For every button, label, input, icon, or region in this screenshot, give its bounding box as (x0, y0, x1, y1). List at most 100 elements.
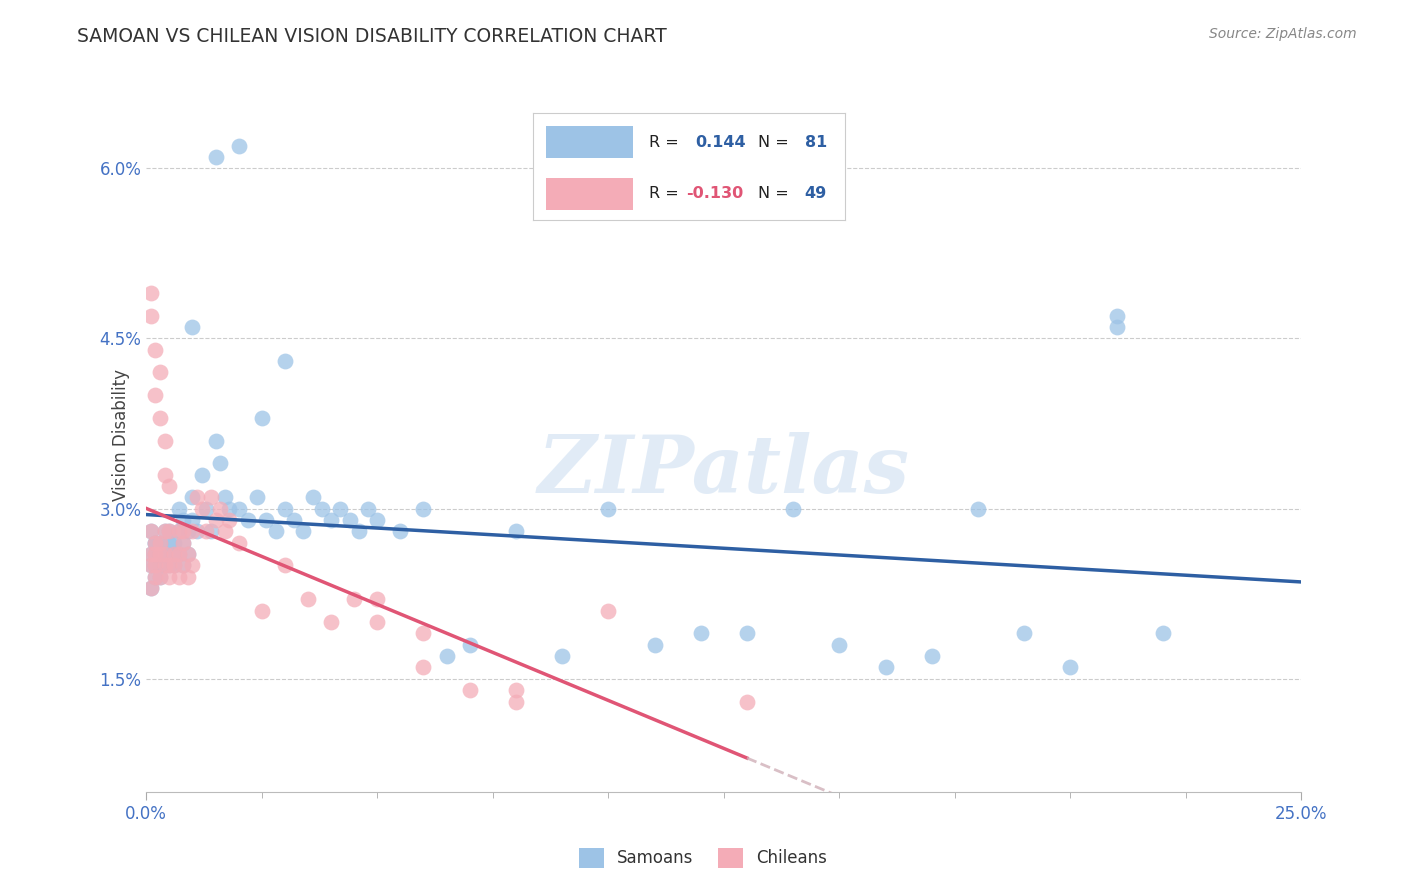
Point (145, 547, 167, 561)
Point (246, 490, 269, 504)
Point (139, 309, 162, 323)
Point (366, 592, 388, 607)
Point (149, 558, 172, 573)
Point (149, 410, 172, 425)
Point (167, 547, 190, 561)
Point (177, 547, 200, 561)
Point (200, 524, 222, 539)
Point (177, 547, 200, 561)
Point (209, 501, 232, 516)
Point (228, 138, 250, 153)
Point (505, 694, 527, 708)
Point (153, 558, 176, 573)
Point (149, 535, 172, 549)
Point (139, 524, 162, 539)
Point (598, 604, 620, 618)
Point (149, 366, 172, 380)
Point (436, 649, 458, 664)
Point (145, 535, 167, 549)
Point (145, 547, 167, 561)
Point (145, 535, 167, 549)
Point (139, 547, 162, 561)
Point (181, 320, 204, 334)
Point (204, 434, 226, 448)
Point (181, 524, 204, 539)
Point (218, 513, 240, 527)
Point (139, 558, 162, 573)
Point (319, 513, 342, 527)
Point (292, 524, 315, 539)
Point (250, 604, 273, 618)
Point (139, 286, 162, 301)
Text: ZIPatlas: ZIPatlas (537, 432, 910, 509)
Point (163, 558, 186, 573)
Point (921, 649, 943, 664)
Point (301, 490, 323, 504)
Point (297, 592, 319, 607)
Point (139, 558, 162, 573)
Point (167, 524, 190, 539)
Point (274, 501, 297, 516)
Point (319, 615, 342, 629)
Point (366, 615, 388, 629)
Point (412, 626, 434, 640)
Point (598, 501, 620, 516)
Point (505, 683, 527, 698)
Point (190, 501, 212, 516)
Point (157, 479, 180, 493)
Y-axis label: Vision Disability: Vision Disability (111, 369, 129, 501)
Point (458, 683, 481, 698)
Point (145, 535, 167, 549)
Point (163, 547, 186, 561)
Point (339, 513, 361, 527)
Point (190, 467, 212, 482)
Point (172, 535, 194, 549)
Point (153, 547, 176, 561)
Legend: Samoans, Chileans: Samoans, Chileans (572, 841, 834, 875)
Point (357, 501, 380, 516)
Point (163, 535, 186, 549)
Point (264, 524, 287, 539)
Point (1105, 320, 1128, 334)
Point (782, 501, 804, 516)
Point (181, 558, 204, 573)
Point (875, 660, 897, 674)
Point (177, 570, 200, 584)
Point (1105, 309, 1128, 323)
Point (735, 626, 758, 640)
Point (139, 581, 162, 595)
Point (828, 638, 851, 652)
Point (347, 524, 370, 539)
Point (153, 558, 176, 573)
Point (172, 558, 194, 573)
Point (412, 660, 434, 674)
Point (145, 558, 167, 573)
Point (195, 524, 218, 539)
Point (139, 524, 162, 539)
Point (274, 354, 297, 368)
Point (153, 524, 176, 539)
Point (139, 547, 162, 561)
Point (153, 467, 176, 482)
Point (145, 388, 167, 402)
Point (204, 150, 226, 164)
Text: SAMOAN VS CHILEAN VISION DISABILITY CORRELATION CHART: SAMOAN VS CHILEAN VISION DISABILITY CORR… (77, 27, 666, 45)
Point (149, 547, 172, 561)
Point (186, 490, 208, 504)
Point (311, 501, 333, 516)
Point (157, 570, 180, 584)
Point (167, 547, 190, 561)
Point (157, 558, 180, 573)
Point (195, 501, 218, 516)
Point (153, 434, 176, 448)
Point (214, 490, 236, 504)
Point (157, 524, 180, 539)
Point (163, 558, 186, 573)
Point (153, 524, 176, 539)
Point (389, 524, 412, 539)
Point (967, 501, 990, 516)
Text: Source: ZipAtlas.com: Source: ZipAtlas.com (1209, 27, 1357, 41)
Point (157, 535, 180, 549)
Point (214, 524, 236, 539)
Point (149, 570, 172, 584)
